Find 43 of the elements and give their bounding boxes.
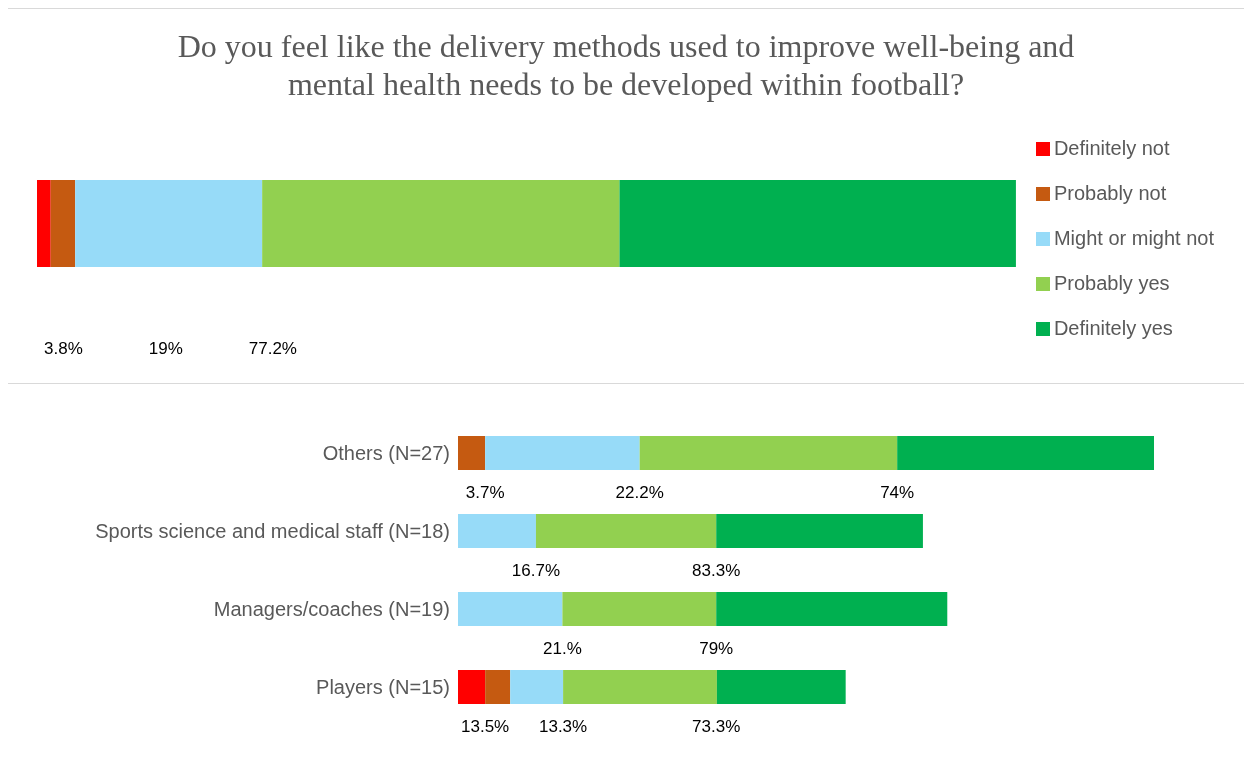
bar (535, 514, 717, 548)
bar (262, 180, 620, 267)
bar (562, 592, 717, 626)
annotation: 22.2% (615, 483, 664, 502)
text: 77.2% (248, 339, 297, 360)
bar (639, 436, 898, 470)
bar (897, 436, 1154, 470)
bar (458, 514, 536, 548)
annotation: 21.% (543, 639, 582, 658)
annotation: 3.7% (465, 483, 505, 502)
annotation: 13.3% (538, 717, 588, 736)
bar (619, 180, 1016, 267)
y-tick-label: Players (N=15) (316, 676, 450, 699)
y-tick-label: Managers/coaches (N=19) (213, 598, 450, 621)
annotation: 16.7% (511, 561, 561, 580)
annotation: 79% (699, 639, 734, 658)
y-tick-label: Others (N=27) (322, 442, 450, 465)
annotation: 73.3% (692, 717, 741, 736)
y-tick-label: Sports science and medical staff (N=18) (95, 520, 450, 543)
bar (716, 514, 923, 548)
text: 3.8% (44, 339, 83, 360)
text: 19% (148, 339, 183, 360)
bar (716, 592, 948, 626)
annotation: 74% (880, 483, 915, 502)
legend-label: Definitely not (1053, 136, 1170, 159)
bar (50, 180, 76, 267)
bar (75, 180, 263, 267)
bar (37, 180, 51, 267)
annotation: 13.5% (461, 717, 510, 736)
legend-label: Probably not (1053, 181, 1167, 204)
bar (485, 436, 640, 470)
chart-title: Do you feel like the delivery methods used to improve well-being and mental health needs to be developed within football? (176, 27, 1076, 103)
annotation: 83.3% (692, 561, 741, 580)
legend-label: Might or might not (1053, 226, 1214, 249)
bar (458, 592, 563, 626)
bar (458, 670, 486, 704)
bar (716, 670, 846, 704)
bar (458, 436, 486, 470)
legend-label: Probably yes (1053, 271, 1170, 294)
bar (563, 670, 717, 704)
bar (510, 670, 564, 704)
legend-label: Definitely yes (1053, 316, 1173, 339)
bar (485, 670, 511, 704)
